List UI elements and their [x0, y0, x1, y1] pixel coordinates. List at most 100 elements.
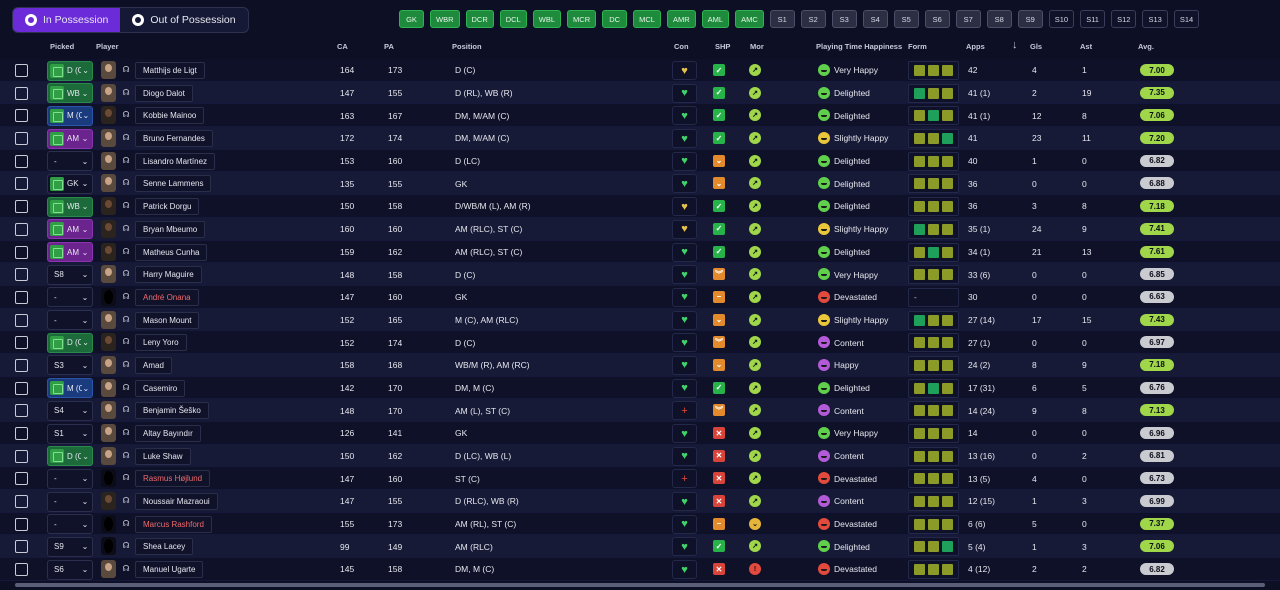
- headset-icon[interactable]: ☊: [122, 405, 130, 415]
- sort-arrow-icon[interactable]: ↓: [1012, 39, 1018, 51]
- row-checkbox[interactable]: [15, 427, 28, 440]
- row-checkbox[interactable]: [15, 132, 28, 146]
- table-row[interactable]: WB ⌄ ☊ Patrick Dorgu 150 158 D/WB/M (L), AM (R…: [0, 195, 1280, 218]
- picked-dropdown[interactable]: D (C ⌄: [47, 332, 93, 353]
- scrollbar-thumb[interactable]: [15, 583, 1265, 587]
- in-possession-tab[interactable]: In Possession: [13, 8, 121, 32]
- row-checkbox[interactable]: [15, 245, 28, 259]
- table-row[interactable]: - ⌄ ☊ André Onana 147 160 GK ♥ – ↗ Devastated -30 0 0…: [0, 285, 1280, 309]
- header-form[interactable]: Form: [908, 42, 927, 51]
- player-name-link[interactable]: Shea Lacey: [135, 538, 194, 556]
- row-checkbox[interactable]: [15, 404, 28, 418]
- row-checkbox[interactable]: [15, 381, 28, 395]
- header-position[interactable]: Position: [452, 42, 482, 51]
- table-row[interactable]: - ⌄ ☊ Lisandro Martínez 153 160 D (LC) ♥ ⌄ ↗ Delig…: [0, 149, 1280, 173]
- player-name-link[interactable]: Benjamin Šeško: [135, 402, 209, 420]
- filter-chip-dc[interactable]: DC: [602, 10, 628, 28]
- table-row[interactable]: S6 ⌄ ☊ Manuel Ugarte 145 158 DM, M (C) ♥ ✕! Devas…: [0, 558, 1280, 581]
- headset-icon[interactable]: ☊: [122, 337, 130, 347]
- headset-icon[interactable]: ☊: [122, 314, 130, 324]
- header-avg[interactable]: Avg.: [1138, 42, 1154, 51]
- row-checkbox[interactable]: [15, 495, 28, 509]
- headset-icon[interactable]: ☊: [122, 473, 130, 483]
- filter-chip-s11[interactable]: S11: [1080, 10, 1106, 28]
- picked-dropdown[interactable]: S8 ⌄: [47, 264, 93, 285]
- out-of-possession-tab[interactable]: Out of Possession: [120, 8, 247, 32]
- table-row[interactable]: S9 ⌄ ☊ Shea Lacey 99 149 AM (RLC) ♥ ✓ ↗ Delighted 5…: [0, 535, 1280, 559]
- headset-icon[interactable]: ☊: [122, 518, 130, 528]
- player-name-link[interactable]: Lisandro Martínez: [135, 152, 216, 170]
- horizontal-scrollbar[interactable]: [15, 583, 1265, 587]
- player-name-link[interactable]: Mason Mount: [135, 311, 200, 329]
- table-row[interactable]: - ⌄ ☊ Mason Mount 152 165 M (C), AM (RLC) ♥ ⌄ ↗ Sl…: [0, 308, 1280, 332]
- filter-chip-s9[interactable]: S9: [1017, 10, 1043, 28]
- picked-dropdown[interactable]: - ⌄: [47, 151, 93, 172]
- header-gls[interactable]: Gls: [1030, 42, 1043, 51]
- picked-dropdown[interactable]: AM ⌄: [47, 242, 93, 262]
- header-ca[interactable]: CA: [337, 42, 348, 51]
- picked-dropdown[interactable]: S1 ⌄: [47, 423, 93, 444]
- player-name-link[interactable]: Noussair Mazraoui: [135, 493, 218, 511]
- picked-dropdown[interactable]: M (C ⌄: [47, 105, 93, 126]
- header-picked[interactable]: Picked: [50, 42, 75, 51]
- row-checkbox[interactable]: [15, 268, 28, 282]
- table-row[interactable]: D (C ⌄ ☊ Matthijs de Ligt 164 173 D (C) ♥ ✓ ↗ Very…: [0, 59, 1280, 82]
- row-checkbox[interactable]: [15, 517, 28, 531]
- headset-icon[interactable]: ☊: [122, 382, 130, 392]
- headset-icon[interactable]: ☊: [122, 564, 130, 574]
- player-name-link[interactable]: Leny Yoro: [135, 334, 187, 352]
- headset-icon[interactable]: ☊: [122, 359, 130, 369]
- header-ast[interactable]: Ast: [1080, 42, 1093, 51]
- picked-dropdown[interactable]: AM ⌄: [47, 128, 93, 149]
- headset-icon[interactable]: ☊: [122, 428, 130, 437]
- header-apps[interactable]: Apps: [966, 42, 985, 51]
- player-name-link[interactable]: Altay Bayındır: [135, 425, 201, 442]
- row-checkbox[interactable]: [15, 177, 28, 191]
- filter-chip-aml[interactable]: AML: [701, 10, 730, 28]
- filter-chip-wbr[interactable]: WBR: [430, 10, 460, 28]
- player-name-link[interactable]: Harry Maguire: [135, 266, 202, 284]
- row-checkbox[interactable]: [15, 358, 28, 372]
- filter-chip-s1[interactable]: S1: [769, 10, 795, 28]
- table-row[interactable]: D (C ⌄ ☊ Luke Shaw 150 162 D (LC), WB (L) ♥ ✕ ↗ Co…: [0, 444, 1280, 468]
- headset-icon[interactable]: ☊: [122, 133, 130, 143]
- headset-icon[interactable]: ☊: [122, 178, 130, 188]
- picked-dropdown[interactable]: - ⌄: [47, 310, 93, 331]
- filter-chip-s6[interactable]: S6: [924, 10, 950, 28]
- filter-chip-dcl[interactable]: DCL: [499, 10, 527, 28]
- table-row[interactable]: S4 ⌄ ☊ Benjamin Šeško 148 170 AM (L), ST (C) + ︾…: [0, 399, 1280, 422]
- table-row[interactable]: D (C ⌄ ☊ Leny Yoro 152 174 D (C) ♥ ︾ ↗ Content 27 (…: [0, 331, 1280, 354]
- filter-chip-amc[interactable]: AMC: [735, 10, 764, 28]
- row-checkbox[interactable]: [15, 563, 28, 577]
- table-row[interactable]: GK ⌄ ☊ Senne Lammens 135 155 GK ♥ ⌄ ↗ Delighted 36 0…: [0, 172, 1280, 196]
- headset-icon[interactable]: ☊: [122, 155, 130, 165]
- row-checkbox[interactable]: [15, 313, 28, 327]
- player-name-link[interactable]: Bryan Mbeumo: [135, 220, 206, 238]
- header-playing-time-happiness[interactable]: Playing Time Happiness: [816, 42, 903, 51]
- player-name-link[interactable]: Rasmus Højlund: [135, 470, 211, 488]
- row-checkbox[interactable]: [15, 336, 28, 350]
- table-row[interactable]: M (C ⌄ ☊ Casemiro 142 170 DM, M (C) ♥ ✓ ↗ Delighte…: [0, 376, 1280, 400]
- filter-chip-s12[interactable]: S12: [1111, 10, 1137, 28]
- picked-dropdown[interactable]: AM ⌄: [47, 219, 93, 240]
- headset-icon[interactable]: ☊: [122, 87, 130, 97]
- headset-icon[interactable]: ☊: [122, 65, 130, 74]
- filter-chip-s14[interactable]: S14: [1173, 10, 1200, 28]
- picked-dropdown[interactable]: S6 ⌄: [47, 559, 93, 580]
- headset-icon[interactable]: ☊: [122, 541, 130, 551]
- player-name-link[interactable]: Diogo Dalot: [135, 84, 193, 102]
- picked-dropdown[interactable]: S4 ⌄: [47, 400, 93, 421]
- picked-dropdown[interactable]: S3 ⌄: [47, 355, 93, 376]
- picked-dropdown[interactable]: M (C ⌄: [47, 378, 93, 399]
- player-name-link[interactable]: Senne Lammens: [135, 175, 212, 193]
- player-name-link[interactable]: Patrick Dorgu: [135, 198, 200, 216]
- table-row[interactable]: S3 ⌄ ☊ Amad 158 168 WB/M (R), AM (RC) ♥ ⌄ ↗ Happy 2…: [0, 353, 1280, 377]
- picked-dropdown[interactable]: D (C ⌄: [47, 60, 93, 81]
- row-checkbox[interactable]: [15, 290, 28, 304]
- table-row[interactable]: AM ⌄ ☊ Matheus Cunha 159 162 AM (RLC), ST (C) ♥…: [0, 240, 1280, 264]
- picked-dropdown[interactable]: - ⌄: [47, 514, 93, 535]
- headset-icon[interactable]: ☊: [122, 223, 130, 233]
- headset-icon[interactable]: ☊: [122, 450, 130, 460]
- row-checkbox[interactable]: [15, 154, 28, 168]
- player-name-link[interactable]: Casemiro: [135, 379, 186, 397]
